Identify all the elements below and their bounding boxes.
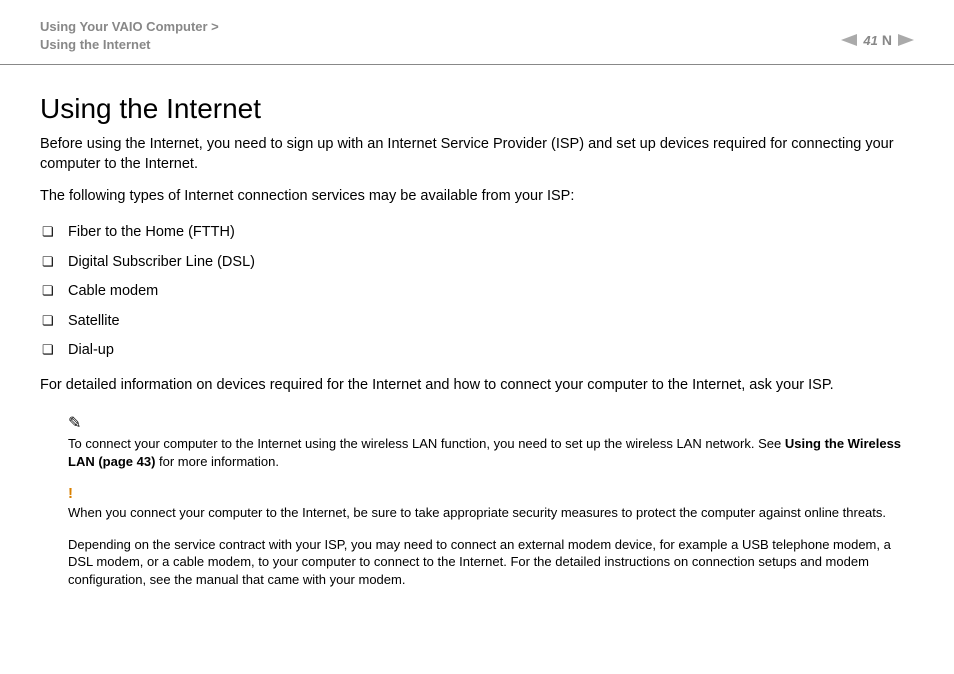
breadcrumb-line1: Using Your VAIO Computer >	[40, 18, 219, 36]
page-nav: 41 N	[841, 18, 914, 48]
note-block-1: ✎ To connect your computer to the Intern…	[68, 413, 914, 470]
note-block-2: Depending on the service contract with y…	[68, 536, 914, 589]
warning-icon: !	[68, 484, 914, 504]
pencil-note-icon: ✎	[68, 413, 914, 435]
page-number: 41	[863, 33, 877, 48]
page-title: Using the Internet	[40, 93, 914, 125]
n-mark: N	[882, 32, 892, 48]
list-item: Satellite	[40, 307, 914, 337]
breadcrumb-line2: Using the Internet	[40, 36, 219, 54]
note1-pre: To connect your computer to the Internet…	[68, 436, 785, 451]
warning-text: When you connect your computer to the In…	[68, 505, 886, 520]
note2-text: Depending on the service contract with y…	[68, 537, 891, 587]
list-item: Cable modem	[40, 277, 914, 307]
next-page-arrow-icon[interactable]	[898, 34, 914, 46]
list-item: Dial-up	[40, 336, 914, 366]
detail-paragraph: For detailed information on devices requ…	[40, 376, 914, 396]
breadcrumb: Using Your VAIO Computer > Using the Int…	[40, 18, 219, 54]
warning-block: ! When you connect your computer to the …	[68, 484, 914, 522]
list-item: Digital Subscriber Line (DSL)	[40, 248, 914, 278]
note1-post: for more information.	[155, 454, 279, 469]
prev-page-arrow-icon[interactable]	[841, 34, 857, 46]
intro-paragraph-1: Before using the Internet, you need to s…	[40, 135, 914, 174]
list-item: Fiber to the Home (FTTH)	[40, 218, 914, 248]
services-list: Fiber to the Home (FTTH) Digital Subscri…	[40, 218, 914, 366]
intro-paragraph-2: The following types of Internet connecti…	[40, 187, 914, 207]
page-header: Using Your VAIO Computer > Using the Int…	[0, 0, 954, 65]
page-content: Using the Internet Before using the Inte…	[0, 65, 954, 588]
